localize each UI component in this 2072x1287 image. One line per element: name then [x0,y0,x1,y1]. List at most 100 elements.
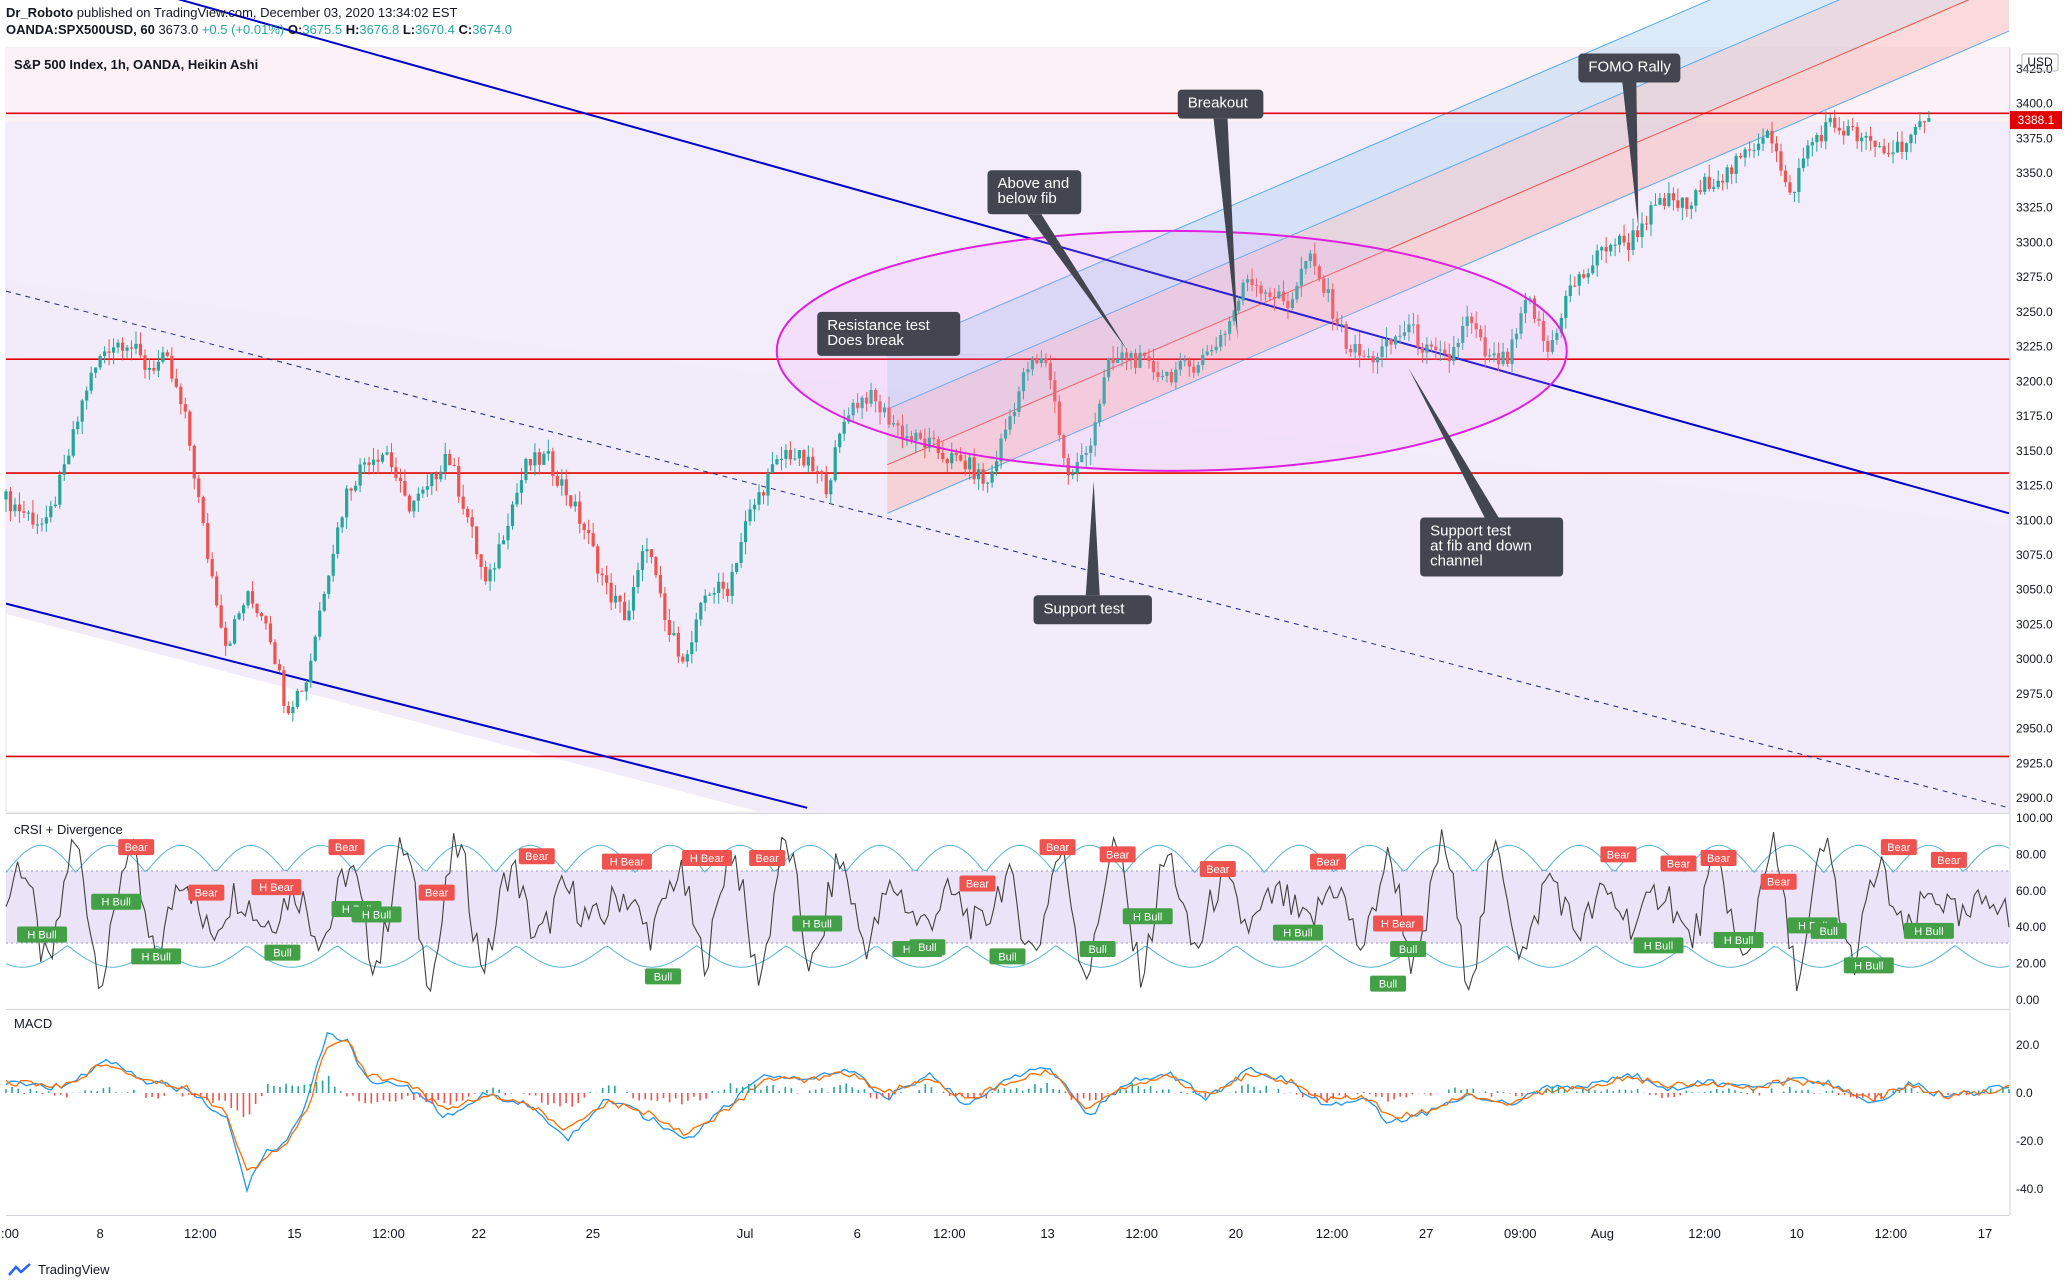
macd-histogram-bar [1795,1090,1797,1093]
macd-histogram-bar [1143,1089,1146,1093]
macd-histogram-bar [1880,1093,1882,1100]
macd-histogram-bar [601,1087,604,1093]
currency-box[interactable] [2021,53,2059,72]
candle-body [362,462,367,465]
candle-body [1012,411,1017,417]
candle-body [291,707,295,714]
candle-body [1254,284,1259,286]
candle-body [1819,135,1823,142]
candle-body [1178,360,1182,370]
candle-body [318,610,322,637]
candle-body [1277,291,1281,299]
macd-histogram-bar [388,1093,391,1102]
author-name[interactable]: Dr_Roboto [6,5,74,20]
candle-body [371,459,376,465]
macd-histogram-bar [583,1093,586,1098]
candle-body [501,540,506,545]
candle-body [67,455,71,465]
candle-body [295,690,299,708]
macd-histogram-bar [1216,1090,1219,1093]
macd-histogram-bar [1028,1088,1030,1093]
macd-histogram-bar [193,1093,196,1098]
candle-body [1873,140,1877,147]
callout-text: Does break [827,332,904,349]
macd-histogram-bar [1320,1093,1322,1099]
macd-histogram-bar [455,1093,458,1102]
macd-histogram-bar [449,1093,452,1105]
candle-body [76,421,80,430]
macd-histogram-bar [528,1093,531,1096]
macd-histogram-bar [729,1083,732,1093]
candle-body [1725,167,1729,183]
candle-body [1631,230,1635,250]
candle-body [613,595,618,603]
callout-text: channel [1430,553,1483,570]
macd-histogram-bar [961,1093,963,1097]
callout-text: below fib [997,190,1056,207]
macd-histogram-bar [2002,1086,2004,1093]
candle-body [667,619,671,636]
macd-histogram-bar [1040,1087,1042,1093]
divergence-label: Bull [998,951,1016,963]
macd-histogram-bar [723,1089,726,1093]
macd-histogram-bar [1703,1092,1706,1093]
divergence-label: Bear [756,853,780,865]
footer[interactable]: TradingView [8,1262,110,1277]
candle-body [1895,141,1900,153]
candle-body [1752,150,1756,152]
candle-body [1546,340,1550,352]
macd-histogram-bar [11,1086,13,1093]
candle-body [1635,230,1640,238]
candle-body [170,355,174,379]
currency-label: USD [2027,55,2053,69]
candle-body [842,421,846,434]
candle-body [1739,155,1743,158]
candle-body [1156,372,1160,378]
candle-body [1030,359,1035,370]
macd-histogram-bar [1393,1093,1395,1100]
divergence-bear-badge [1373,915,1424,932]
candle-body [1250,279,1254,285]
macd-histogram-bar [668,1093,671,1103]
macd-histogram-bar [151,1093,153,1097]
macd-histogram-bar [1582,1088,1584,1093]
candle-body [1680,197,1684,208]
candle-body [1541,320,1546,341]
macd-histogram-bar [833,1086,835,1093]
time-tick-label: 6 [854,1226,861,1241]
candle-body [331,553,335,576]
macd-histogram-bar [1015,1087,1018,1093]
macd-histogram-bar [419,1093,421,1098]
candle-body [761,492,766,496]
candle-body [1609,244,1613,252]
candle-body [380,454,385,462]
price-axis-bg[interactable] [2010,48,2072,1215]
last-price-badge [2010,111,2062,130]
candle-body [210,559,214,577]
divergence-bear-badge [749,850,786,867]
candle-body [1147,356,1151,361]
candle-body [972,457,976,480]
candle-body [1407,324,1411,333]
divergence-bull-badge [1079,941,1116,958]
candle-body [748,509,752,522]
candle-body [999,438,1003,462]
candle-body [488,569,492,582]
divergence-label: Bull [918,942,936,954]
candle-body [1017,391,1021,412]
candle-body [300,690,304,692]
candle-body [1174,369,1178,383]
macd-histogram-bar [796,1093,799,1094]
macd-histogram-bar [1770,1088,1773,1093]
candle-body [587,529,591,534]
macd-histogram-bar [1125,1089,1128,1093]
macd-histogram-bar [1076,1093,1079,1102]
macd-histogram-bar [66,1093,68,1098]
macd-histogram-bar [157,1093,160,1099]
time-tick-label: Jul [737,1226,754,1241]
divergence-label: H Bull [101,897,130,909]
symbol-line: OANDA:SPX500USD, 60 3673.0 +0.5 (+0.01%)… [6,21,512,38]
macd-histogram-bar [808,1090,811,1093]
macd-histogram-bar [212,1093,214,1103]
macd-histogram-bar [1411,1093,1414,1095]
